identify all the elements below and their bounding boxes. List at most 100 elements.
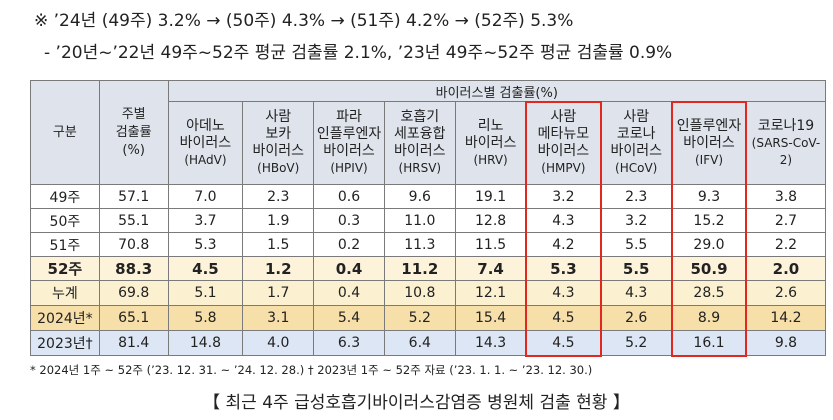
virus-rate-cell: 9.8 — [745, 330, 827, 356]
header-virus-group: 바이러스별 검출률(%) — [167, 80, 827, 102]
virus-rate-cell: 1.2 — [242, 256, 315, 281]
virus-rate-cell: 3.7 — [167, 208, 244, 233]
row-label: 누계 — [30, 280, 100, 306]
virus-rate-cell: 0.2 — [313, 232, 385, 257]
virus-column-header: 리노 바이러스 (HRV) — [454, 101, 527, 185]
table-row: 49주 57.1 7.0 2.3 0.6 9.6 19.1 3.2 2.3 9.3 3.8 — [30, 184, 827, 209]
virus-rate-cell: 0.4 — [313, 280, 385, 306]
virus-rate-cell: 2.3 — [242, 184, 315, 209]
virus-rate-cell: 0.3 — [313, 208, 385, 233]
virus-rate-cell: 1.7 — [242, 280, 315, 306]
weekly-rate-cell: 69.8 — [98, 280, 169, 306]
virus-rate-cell: 5.3 — [167, 232, 244, 257]
virus-rate-cell: 6.4 — [383, 330, 456, 356]
virus-rate-cell: 2.6 — [745, 280, 827, 306]
row-label: 49주 — [30, 184, 100, 209]
virus-rate-cell: 3.1 — [242, 305, 315, 331]
virus-rate-cell: 3.2 — [525, 184, 602, 209]
header-weekly-rate: 주별 검출률 (%) — [98, 80, 169, 185]
virus-rate-cell: 12.1 — [454, 280, 527, 306]
weekly-rate-cell: 55.1 — [98, 208, 169, 233]
table-caption: 【 최근 4주 급성호흡기바이러스감염증 병원체 검출 현황 】 — [203, 393, 630, 413]
table-row: 52주 88.3 4.5 1.2 0.4 11.2 7.4 5.3 5.5 50.9 2.0 — [30, 256, 827, 281]
table-row: 누계 69.8 5.1 1.7 0.4 10.8 12.1 4.3 4.3 28.5 2.6 — [30, 280, 827, 306]
virus-rate-cell: 29.0 — [671, 232, 747, 257]
virus-rate-cell: 14.2 — [745, 305, 827, 331]
virus-rate-cell: 3.2 — [600, 208, 673, 233]
virus-rate-cell: 0.6 — [313, 184, 385, 209]
virus-rate-cell: 4.3 — [525, 208, 602, 233]
virus-rate-cell: 9.3 — [671, 184, 747, 209]
virus-column-header: 사람 보카 바이러스 (HBoV) — [242, 101, 315, 185]
virus-rate-cell: 4.3 — [525, 280, 602, 306]
virus-rate-cell: 16.1 — [671, 330, 747, 356]
virus-rate-cell: 2.3 — [600, 184, 673, 209]
virus-rate-cell: 50.9 — [671, 256, 747, 281]
virus-rate-cell: 4.5 — [167, 256, 244, 281]
virus-rate-cell: 11.3 — [383, 232, 456, 257]
virus-rate-cell: 5.3 — [525, 256, 602, 281]
virus-rate-cell: 4.3 — [600, 280, 673, 306]
table-row: 2024년* 65.1 5.8 3.1 5.4 5.2 15.4 4.5 2.6 8.9 14.2 — [30, 305, 827, 331]
virus-rate-cell: 4.5 — [525, 305, 602, 331]
summary-line-2: - ’20년~’22년 49주~52주 평균 검출률 2.1%, ’23년 49… — [44, 43, 673, 63]
virus-column-header: 파라 인플루엔자 바이러스 (HPIV) — [313, 101, 385, 185]
row-label: 2024년* — [30, 305, 100, 331]
virus-rate-cell: 10.8 — [383, 280, 456, 306]
table-body: 49주 57.1 7.0 2.3 0.6 9.6 19.1 3.2 2.3 9.3 3.8 50주 55… — [30, 184, 827, 356]
virus-column-header: 사람 코로나 바이러스 (HCoV) — [600, 101, 673, 185]
virus-rate-cell: 4.2 — [525, 232, 602, 257]
virus-rate-cell: 3.8 — [745, 184, 827, 209]
virus-rate-cell: 2.0 — [745, 256, 827, 281]
virus-rate-cell: 11.5 — [454, 232, 527, 257]
virus-rate-cell: 11.0 — [383, 208, 456, 233]
virus-rate-cell: 12.8 — [454, 208, 527, 233]
virus-column-header: 아데노 바이러스 (HAdV) — [167, 101, 244, 185]
weekly-rate-cell: 88.3 — [98, 256, 169, 281]
row-label: 2023년† — [30, 330, 100, 356]
table-row: 51주 70.8 5.3 1.5 0.2 11.3 11.5 4.2 5.5 29.0 2.2 — [30, 232, 827, 257]
weekly-rate-cell: 57.1 — [98, 184, 169, 209]
virus-rate-cell: 5.2 — [600, 330, 673, 356]
virus-rate-cell: 7.0 — [167, 184, 244, 209]
virus-abbreviation: (SARS-CoV-2) — [751, 135, 821, 167]
footnote: * 2024년 1주 ~ 52주 (’23. 12. 31. ~ ’24. 12… — [30, 363, 593, 377]
virus-abbreviation: (HAdV) — [184, 152, 227, 167]
virus-rate-cell: 11.2 — [383, 256, 456, 281]
virus-column-header: 호흡기 세포융합 바이러스 (HRSV) — [383, 101, 456, 185]
virus-column-header: 인플루엔자 바이러스 (IFV) — [671, 101, 747, 185]
virus-abbreviation: (HPIV) — [330, 161, 368, 175]
virus-rate-cell: 6.3 — [313, 330, 385, 356]
virus-rate-cell: 5.5 — [600, 232, 673, 257]
virus-header-row: 아데노 바이러스 (HAdV) 사람 보카 바이러스 (HBoV) 파라 인플루엔자 바이러스 (H… — [31, 101, 827, 185]
virus-rate-cell: 4.0 — [242, 330, 315, 356]
virus-rate-cell: 4.5 — [525, 330, 602, 356]
virus-rate-cell: 7.4 — [454, 256, 527, 281]
virus-abbreviation: (IFV) — [695, 152, 724, 167]
virus-abbreviation: (HMPV) — [541, 161, 586, 175]
virus-rate-cell: 5.8 — [167, 305, 244, 331]
virus-rate-cell: 0.4 — [313, 256, 385, 281]
virus-rate-cell: 14.8 — [167, 330, 244, 356]
virus-rate-cell: 2.2 — [745, 232, 827, 257]
virus-rate-cell: 1.5 — [242, 232, 315, 257]
virus-rate-cell: 15.4 — [454, 305, 527, 331]
weekly-rate-cell: 65.1 — [98, 305, 169, 331]
weekly-rate-cell: 81.4 — [98, 330, 169, 356]
virus-rate-cell: 28.5 — [671, 280, 747, 306]
detection-rate-table: 구분 주별 검출률 (%) 바이러스별 검출률(%) 아데노 바이러스 (HAdV)… — [30, 80, 827, 356]
virus-rate-cell: 2.6 — [600, 305, 673, 331]
virus-rate-cell: 5.5 — [600, 256, 673, 281]
virus-abbreviation: (HCoV) — [615, 161, 658, 175]
virus-rate-cell: 5.1 — [167, 280, 244, 306]
virus-rate-cell: 8.9 — [671, 305, 747, 331]
summary-line-1: ※ ’24년 (49주) 3.2% → (50주) 4.3% → (51주) 4… — [34, 11, 574, 31]
virus-column-header: 사람 메타뉴모 바이러스 (HMPV) — [525, 101, 602, 185]
table-row: 50주 55.1 3.7 1.9 0.3 11.0 12.8 4.3 3.2 15.2 2.7 — [30, 208, 827, 233]
virus-rate-cell: 5.4 — [313, 305, 385, 331]
row-label: 52주 — [30, 256, 100, 281]
virus-abbreviation: (HRSV) — [398, 161, 442, 175]
virus-abbreviation: (HRV) — [473, 152, 508, 167]
virus-rate-cell: 15.2 — [671, 208, 747, 233]
virus-rate-cell: 1.9 — [242, 208, 315, 233]
